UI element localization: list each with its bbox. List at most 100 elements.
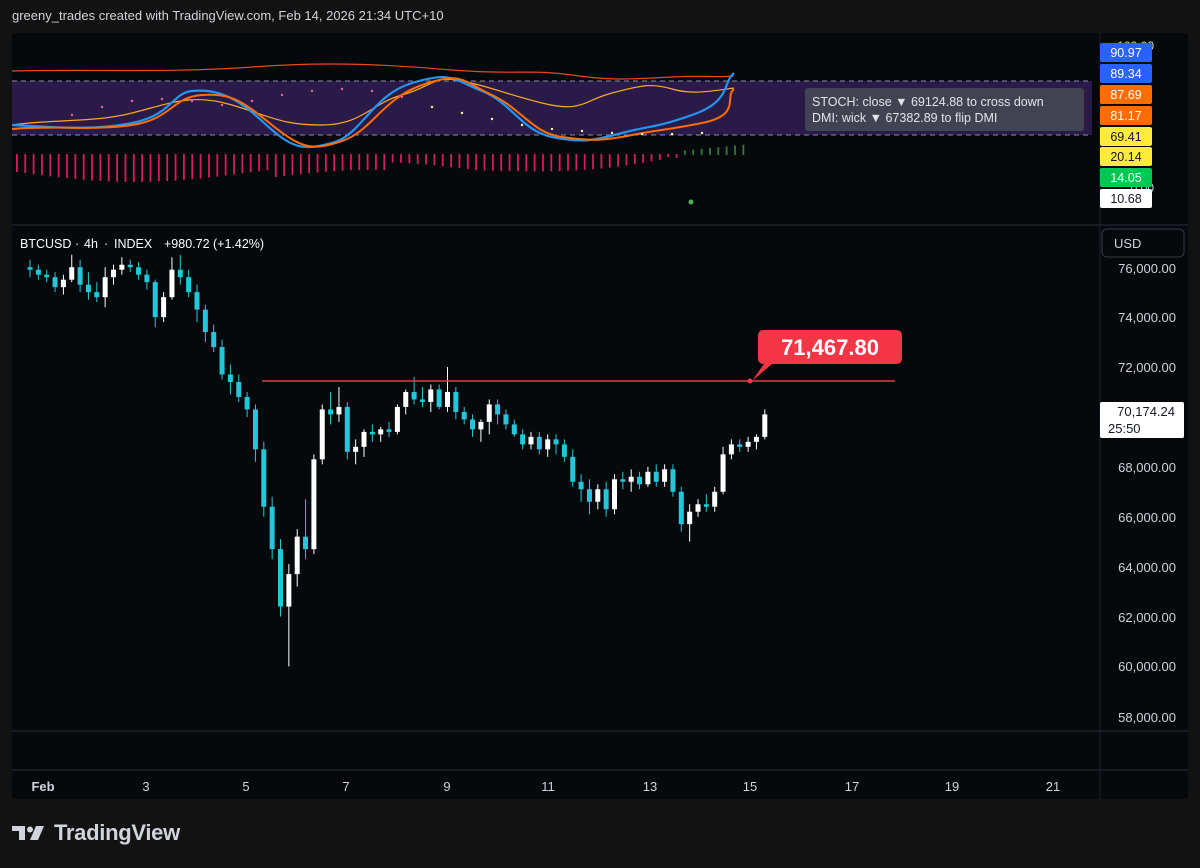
candle-body xyxy=(728,444,734,455)
histogram-bar xyxy=(625,154,628,166)
histogram-bar xyxy=(157,154,160,182)
candle xyxy=(712,486,718,512)
candle-body xyxy=(536,436,542,450)
candle xyxy=(319,404,325,465)
candle-body xyxy=(144,274,150,283)
candle xyxy=(369,424,375,442)
candle-body xyxy=(319,409,325,460)
candle-body xyxy=(586,489,592,502)
candle xyxy=(227,364,233,395)
candle-body xyxy=(528,436,534,445)
candle-body xyxy=(403,391,409,407)
candle-body xyxy=(303,536,309,550)
candle-body xyxy=(278,549,283,607)
candle xyxy=(645,466,651,487)
candle-body xyxy=(703,504,709,507)
candle xyxy=(152,279,158,328)
symbol-sep-2: · xyxy=(104,237,108,251)
indicator-axis[interactable]: 100.00 0.00 90.9789.3487.6981.1769.4120.… xyxy=(1100,39,1154,208)
stoch-red-line xyxy=(12,63,735,80)
histogram-bar xyxy=(734,145,736,155)
candle-body xyxy=(336,406,342,415)
candle xyxy=(520,429,526,450)
candle-body xyxy=(753,436,759,442)
candle xyxy=(177,254,183,285)
histogram-bar xyxy=(633,154,636,165)
horizontal-line-anchor[interactable] xyxy=(747,378,753,384)
candle-body xyxy=(470,419,476,430)
candle xyxy=(495,399,501,425)
candle-body xyxy=(603,489,609,510)
candle xyxy=(244,391,250,417)
histogram-bar xyxy=(350,154,352,171)
candle-body xyxy=(520,434,526,445)
histogram-bar xyxy=(308,154,311,174)
candle xyxy=(286,564,292,667)
candle xyxy=(211,324,217,353)
candle xyxy=(603,481,609,517)
candle-body xyxy=(503,414,509,425)
price-chart[interactable]: 71,467.80 STOCH: close ▼ 69124.88 to cro… xyxy=(12,33,1188,799)
candle-body xyxy=(461,411,467,420)
candle xyxy=(202,304,208,343)
candle-body xyxy=(111,269,116,278)
histogram-bar xyxy=(249,154,252,173)
candle xyxy=(219,339,225,380)
chart-frame[interactable]: 71,467.80 STOCH: close ▼ 69124.88 to cro… xyxy=(12,33,1188,799)
candle-body xyxy=(695,504,701,512)
currency-button-label: USD xyxy=(1114,236,1141,251)
symbol-sep-1: · xyxy=(75,237,79,251)
price-axis-label: 74,000.00 xyxy=(1118,310,1176,325)
currency-button[interactable]: USD xyxy=(1101,228,1185,258)
histogram-bar xyxy=(116,154,118,182)
candle xyxy=(94,282,100,303)
candle-body xyxy=(202,309,208,333)
histogram-bar xyxy=(717,147,720,155)
histogram-bar xyxy=(32,154,35,175)
histogram-bar xyxy=(366,154,369,171)
candle xyxy=(536,431,542,455)
candle-body xyxy=(670,469,676,492)
histogram-bar xyxy=(333,154,336,172)
candle xyxy=(545,434,551,457)
candle-body xyxy=(653,471,659,482)
candle xyxy=(561,439,567,462)
histogram-bar xyxy=(450,154,452,168)
candle xyxy=(728,439,734,460)
candle xyxy=(720,446,726,495)
time-axis[interactable]: Feb 3 5 7 9 11 13 15 17 19 21 xyxy=(31,779,1060,794)
candle-body xyxy=(361,431,367,447)
indicator-badge: 20.14 xyxy=(1100,147,1152,166)
indicator-badge-value: 89.34 xyxy=(1110,67,1141,81)
histogram-bar xyxy=(575,154,578,171)
candle-body xyxy=(85,284,91,293)
indicator-badge: 14.05 xyxy=(1100,168,1152,187)
candle xyxy=(637,471,643,490)
candle xyxy=(236,374,242,402)
candle-body xyxy=(353,446,359,452)
histogram-bar xyxy=(358,154,361,171)
candle xyxy=(60,274,66,295)
horizontal-line-price: 71,467.80 xyxy=(781,335,879,360)
candle-body xyxy=(486,404,492,422)
candle-body xyxy=(578,481,584,490)
horizontal-line-label[interactable]: 71,467.80 xyxy=(752,330,902,381)
price-axis-label: 64,000.00 xyxy=(1118,560,1176,575)
indicator-pane[interactable] xyxy=(12,63,1092,205)
candle xyxy=(586,479,592,515)
candle xyxy=(186,269,192,298)
candle xyxy=(553,434,559,455)
candle-body xyxy=(194,292,200,310)
symbol-legend[interactable]: BTCUSD · 4h · INDEX +980.72 (+1.42%) xyxy=(20,237,264,251)
candle-body xyxy=(119,264,125,270)
candle xyxy=(303,499,309,560)
time-axis-label: 7 xyxy=(342,779,349,794)
histogram-bar xyxy=(391,154,394,163)
histogram-bar xyxy=(408,154,411,164)
candle xyxy=(578,474,584,502)
price-axis-label: 62,000.00 xyxy=(1118,610,1176,625)
candle-body xyxy=(102,277,108,298)
histogram-bar xyxy=(558,154,561,172)
price-axis[interactable]: 76,000.00 74,000.00 72,000.00 68,000.00 … xyxy=(1118,261,1176,725)
candle xyxy=(486,399,492,435)
